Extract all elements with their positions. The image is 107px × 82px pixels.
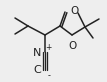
Text: O: O	[69, 41, 77, 51]
Text: -: -	[48, 72, 50, 81]
Text: C: C	[33, 65, 41, 75]
Text: N: N	[33, 48, 41, 58]
Text: +: +	[45, 42, 51, 51]
Text: O: O	[70, 6, 78, 16]
